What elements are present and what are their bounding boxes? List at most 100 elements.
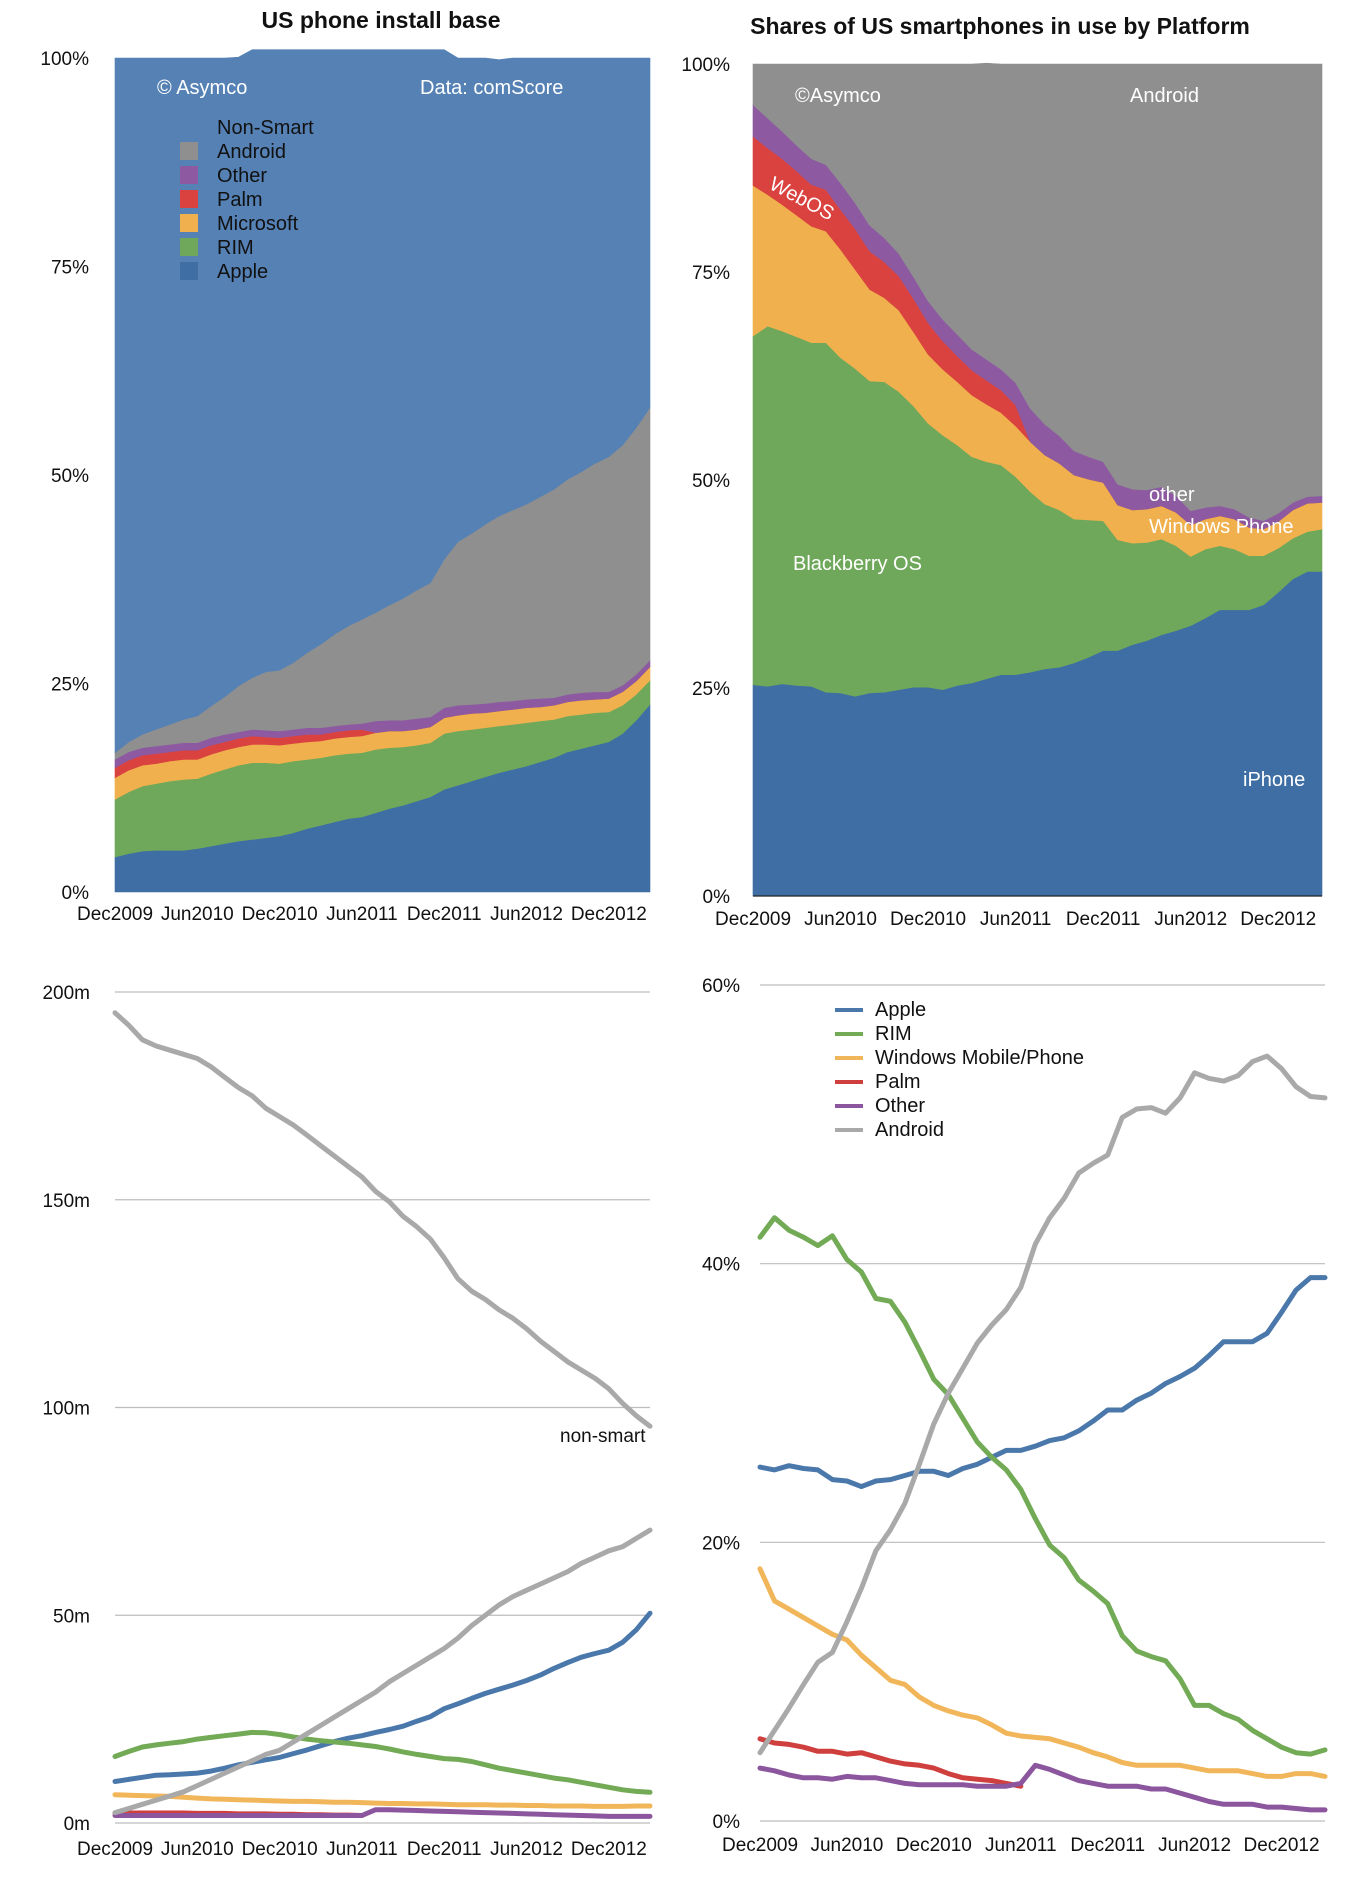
copyright-annotation: ©Asymco xyxy=(795,85,881,107)
y-tick-label: 60% xyxy=(702,976,740,997)
install-base-chart: US phone install base 0% 25% 50% 75% 100% De… xyxy=(40,7,651,925)
legend-swatch xyxy=(180,214,198,232)
chart-title: Shares of US smartphones in use by Platf… xyxy=(750,13,1250,39)
x-tick-label: Jun2011 xyxy=(326,904,398,925)
y-tick-label: 50m xyxy=(53,1606,90,1627)
x-tick-label: Dec2010 xyxy=(890,909,966,930)
legend-label: Palm xyxy=(217,189,263,211)
x-tick-label: Jun2012 xyxy=(490,1839,563,1860)
chart-title: US phone install base xyxy=(262,7,501,33)
x-tick-label: Dec2012 xyxy=(1244,1835,1320,1856)
android-label: Android xyxy=(1130,85,1199,107)
x-tick-label: Jun2011 xyxy=(326,1839,398,1860)
x-tick-label: Dec2012 xyxy=(571,1839,647,1860)
platform-share-line-chart: 0% 20% 40% 60% Dec2009 Jun2010 Dec2010 Jun2011… xyxy=(702,976,1328,1856)
platform-share-lines-panel: 0% 20% 40% 60% Dec2009 Jun2010 Dec2010 Jun2011… xyxy=(675,940,1350,1880)
line-apple xyxy=(112,1610,653,1784)
x-tick-label: Jun2012 xyxy=(1154,909,1227,930)
legend-label: Android xyxy=(217,141,286,163)
legend-label: Apple xyxy=(875,999,926,1021)
legend-swatch xyxy=(180,238,198,256)
y-tick-label: 0% xyxy=(713,1812,741,1833)
y-tick-label: 150m xyxy=(42,1191,90,1212)
x-tick-label: Dec2012 xyxy=(1240,909,1316,930)
legend-label: Palm xyxy=(875,1071,921,1093)
y-tick-label: 25% xyxy=(692,679,730,700)
x-tick-label: Jun2010 xyxy=(810,1835,883,1856)
x-tick-label: Dec2010 xyxy=(242,1839,318,1860)
y-tick-label: 0% xyxy=(62,883,90,904)
y-tick-label: 50% xyxy=(692,471,730,492)
x-tick-label: Jun2011 xyxy=(980,909,1052,930)
x-tick-label: Dec2011 xyxy=(407,904,482,925)
x-tick-label: Dec2011 xyxy=(1070,1835,1145,1856)
x-tick-label: Dec2009 xyxy=(77,904,153,925)
windows-phone-label: Windows Phone xyxy=(1149,516,1294,538)
legend-label: Other xyxy=(217,165,267,187)
legend-label: Non-Smart xyxy=(217,117,314,139)
legend-label: Microsoft xyxy=(217,213,299,235)
legend: Non-SmartAndroidOtherPalmMicrosoftRIMApp… xyxy=(180,117,314,283)
line-other xyxy=(112,1807,653,1819)
x-tick-label: Jun2010 xyxy=(161,904,234,925)
platform-share-panel: Shares of US smartphones in use by Platf… xyxy=(675,0,1350,940)
x-tick-label: Jun2012 xyxy=(1158,1835,1231,1856)
copyright-annotation: © Asymco xyxy=(157,77,247,99)
legend-swatch xyxy=(180,166,198,184)
non-smart-label: non-smart xyxy=(560,1426,646,1447)
x-tick-label: Dec2011 xyxy=(407,1839,482,1860)
line-rim xyxy=(112,1729,653,1795)
x-tick-label: Dec2011 xyxy=(1066,909,1141,930)
iphone-label: iPhone xyxy=(1243,769,1305,791)
legend-label: Android xyxy=(875,1119,944,1141)
y-tick-label: 50% xyxy=(51,466,89,487)
y-tick-label: 25% xyxy=(51,675,89,696)
y-tick-label: 200m xyxy=(42,983,90,1004)
y-tick-label: 0% xyxy=(703,887,731,908)
source-annotation: Data: comScore xyxy=(420,77,563,99)
other-label: other xyxy=(1149,484,1195,506)
y-tick-label: 20% xyxy=(702,1533,740,1554)
line-apple xyxy=(757,1275,1328,1490)
x-tick-label: Dec2009 xyxy=(715,909,791,930)
y-tick-label: 100m xyxy=(42,1399,90,1420)
install-base-line-chart: 0m 50m 100m 150m 200m Dec2009 Jun2010 Dec2010 J… xyxy=(42,983,653,1860)
line-palm xyxy=(757,1736,1024,1789)
line-windows-mobile-phone xyxy=(112,1792,653,1809)
platform-share-chart: Shares of US smartphones in use by Platf… xyxy=(681,13,1323,930)
legend-label: RIM xyxy=(875,1023,912,1045)
x-tick-label: Jun2010 xyxy=(804,909,877,930)
line-rim xyxy=(757,1215,1328,1757)
y-tick-label: 0m xyxy=(64,1814,90,1835)
x-tick-label: Dec2010 xyxy=(242,904,318,925)
y-tick-label: 75% xyxy=(51,258,89,279)
install-base-panel: US phone install base 0% 25% 50% 75% 100% De… xyxy=(0,0,675,940)
line-windows-mobile-phone xyxy=(757,1566,1328,1779)
x-tick-label: Dec2009 xyxy=(77,1839,153,1860)
legend-label: Windows Mobile/Phone xyxy=(875,1047,1084,1069)
x-tick-label: Jun2011 xyxy=(985,1835,1057,1856)
area-non-smart xyxy=(114,49,651,754)
line-other xyxy=(757,1762,1328,1813)
install-base-lines-panel: 0m 50m 100m 150m 200m Dec2009 Jun2010 Dec2010 J… xyxy=(0,940,675,1880)
line-android xyxy=(112,1527,653,1816)
x-tick-label: Jun2012 xyxy=(490,904,563,925)
x-tick-label: Dec2012 xyxy=(571,904,647,925)
blackberry-label: Blackberry OS xyxy=(793,553,922,575)
x-tick-label: Dec2010 xyxy=(896,1835,972,1856)
legend-swatch xyxy=(180,262,198,280)
y-tick-label: 40% xyxy=(702,1255,740,1276)
legend-label: RIM xyxy=(217,237,254,259)
area-android xyxy=(752,62,1323,522)
legend-swatch xyxy=(180,142,198,160)
x-tick-label: Jun2010 xyxy=(161,1839,234,1860)
legend-swatch xyxy=(180,190,198,208)
y-tick-label: 100% xyxy=(681,55,730,76)
y-tick-label: 100% xyxy=(40,49,89,70)
x-tick-label: Dec2009 xyxy=(722,1835,798,1856)
y-tick-label: 75% xyxy=(692,263,730,284)
legend-label: Apple xyxy=(217,261,268,283)
line-non-smart xyxy=(112,1010,653,1429)
legend-label: Other xyxy=(875,1095,925,1117)
